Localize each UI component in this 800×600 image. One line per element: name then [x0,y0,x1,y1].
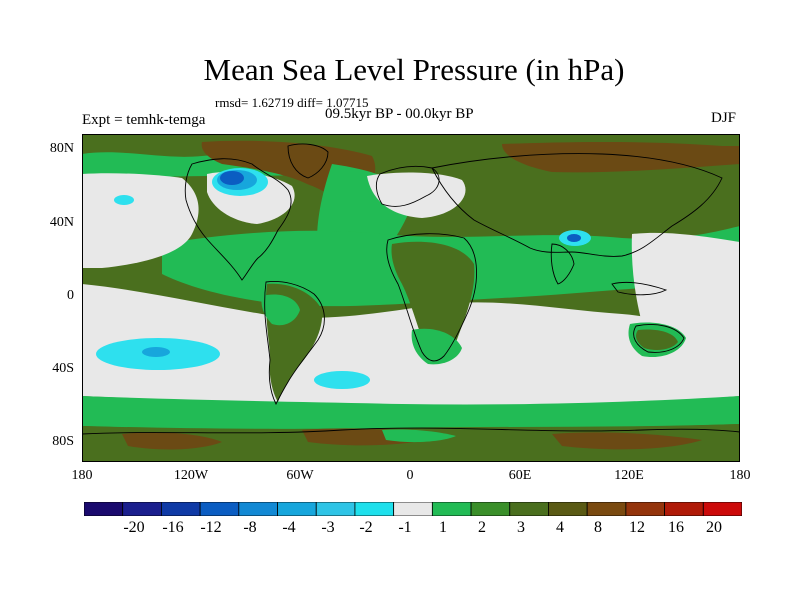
coast-indonesia [611,281,668,296]
south-america-green-halo [261,294,300,326]
colorbar-label: 1 [439,519,447,536]
lon-label-120w: 120W [173,468,209,483]
colorbar-label: 3 [517,519,525,536]
lat-label-40n: 40N [49,215,74,230]
colorbar-box [470,502,511,516]
coast-south-america [264,281,325,406]
north-pacific-zero-band [82,173,199,268]
colorbar [84,502,742,516]
colorbar-label: -16 [162,519,184,536]
colorbar-label: 20 [706,519,722,536]
south-ocean-zero-band [82,284,740,407]
lat-label-80n: 80N [49,141,74,156]
map-frame [82,134,740,462]
antarctic-green-patch [382,429,456,443]
colorbar-label: -3 [321,519,335,536]
coastlines [82,143,740,435]
lat-label-0: 0 [67,288,74,303]
lat-label-80s: 80S [52,434,74,449]
colorbar-box [509,502,549,516]
colorbar-box [354,502,395,516]
colorbar-box [393,502,433,516]
colorbar-label: 4 [556,519,564,536]
colorbar-box [199,502,240,516]
coast-greenland [287,143,329,179]
coast-europe [375,165,440,207]
lon-label-0: 0 [406,468,414,483]
colorbar-box [431,502,472,516]
coast-north-america [184,158,292,281]
colorbar-label: -4 [282,519,296,536]
siberia-brown-region [502,142,740,173]
colorbar-box [625,502,665,516]
coast-australia [633,324,685,353]
colorbar-box [277,502,317,516]
colorbar-box [702,502,742,516]
pacific-small-cyan-cell [114,195,134,205]
map-title: Mean Sea Level Pressure (in hPa) [203,52,625,87]
colorbar-label: -1 [398,519,412,536]
stats-line: rmsd= 1.62719 diff= 1.07715 [215,95,369,110]
experiment-label: Expt = temhk-temga [82,112,206,128]
coast-asia [431,153,723,257]
colorbar-box [122,502,162,516]
colorbar-box [238,502,278,516]
antarctic-brown-patch-1 [122,432,222,450]
lat-label-40s: 40S [52,361,74,376]
pressure-map [82,134,740,462]
lon-label-180e: 180 [729,468,751,483]
colorbar-boxes [84,502,742,516]
colorbar-box [315,502,356,516]
colorbar-label: -20 [123,519,145,536]
south-atlantic-cyan-cell [314,371,370,389]
colorbar-box [161,502,201,516]
coast-africa [386,233,477,362]
colorbar-box [84,502,124,516]
colorbar-box [586,502,627,516]
southern-green-band [82,396,740,429]
lon-label-60e: 60E [508,468,532,483]
colorbar-box [664,502,704,516]
colorbar-label: 16 [668,519,684,536]
colorbar-label: -2 [359,519,373,536]
africa-land [391,241,475,359]
australia-land [636,329,678,350]
coast-antarctica [82,427,740,435]
colorbar-box [548,502,588,516]
colorbar-label: -8 [243,519,257,536]
lon-label-120e: 120E [614,468,644,483]
period-label: 09.5kyr BP - 00.0kyr BP [325,106,474,122]
lon-label-60w: 60W [286,468,314,483]
lon-label-180w: 180 [71,468,93,483]
colorbar-label: 8 [594,519,602,536]
south-pacific-lightblue-cell [142,347,170,357]
colorbar-label: 2 [478,519,486,536]
season-label: DJF [711,110,737,126]
antarctic-brown-patch-3 [552,432,702,450]
colorbar-label: -12 [200,519,222,536]
tibet-blue-cell [567,234,581,242]
colorbar-label: 12 [629,519,645,536]
hudson-blue-cell [220,171,244,185]
coast-india [550,243,575,285]
